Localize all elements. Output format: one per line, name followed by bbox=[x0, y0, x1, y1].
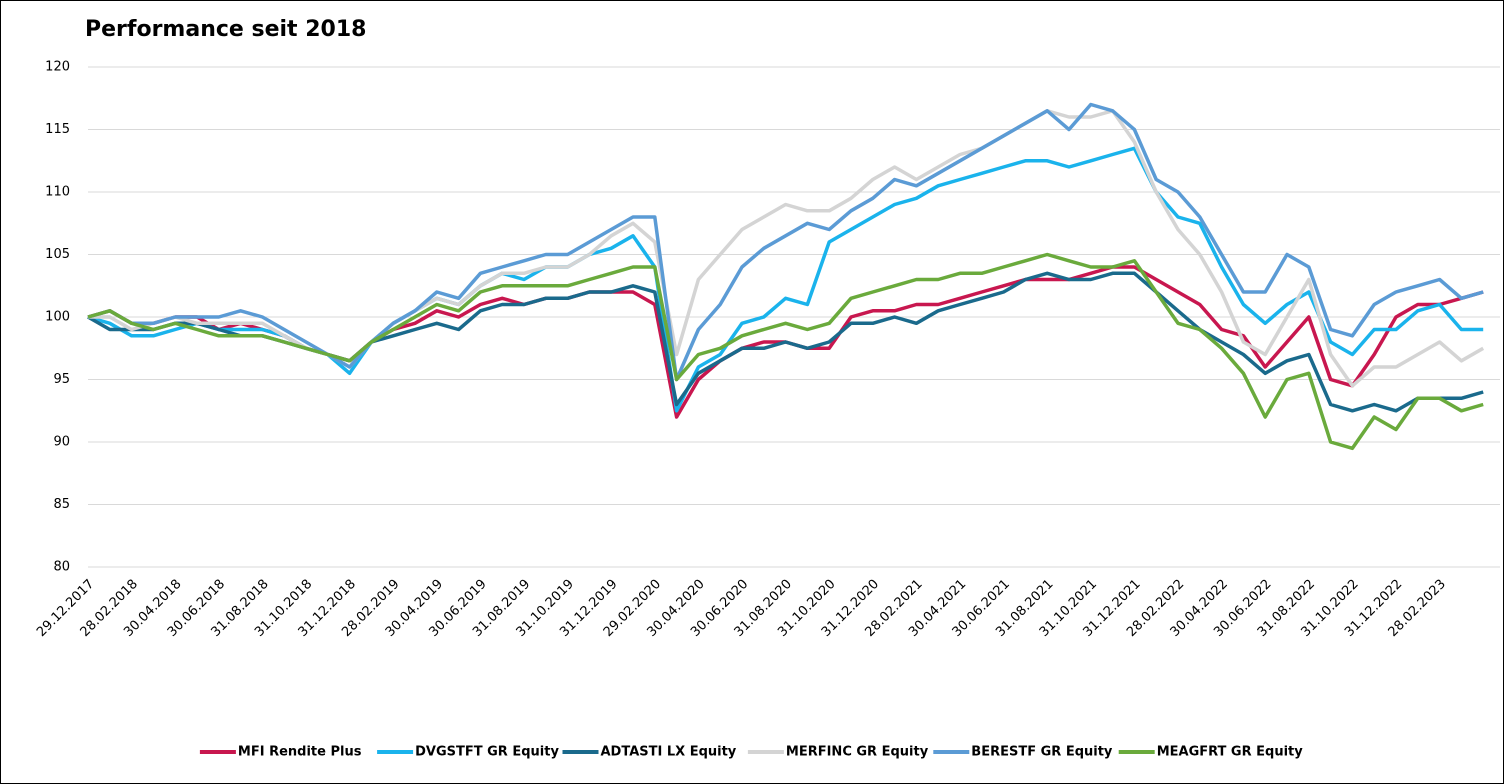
series-line bbox=[87, 102, 1484, 382]
y-tick-label: 95 bbox=[53, 372, 70, 387]
legend-label: ADTASTI LX Equity bbox=[601, 745, 737, 760]
legend-label: MEAGFRT GR Equity bbox=[1157, 745, 1304, 760]
y-tick-label: 115 bbox=[45, 122, 70, 137]
y-tick-label: 90 bbox=[53, 435, 70, 450]
y-tick-label: 80 bbox=[53, 560, 70, 575]
y-tick-label: 120 bbox=[45, 60, 70, 75]
y-tick-label: 85 bbox=[53, 497, 70, 512]
y-tick-label: 105 bbox=[45, 247, 70, 262]
legend-label: DVGSTFT GR Equity bbox=[415, 745, 559, 760]
legend-label: MERFINC GR Equity bbox=[786, 745, 929, 760]
legend: MFI Rendite Plus DVGSTFT GR Equity ADTASTI… bbox=[199, 745, 1304, 760]
legend-label: MFI Rendite Plus bbox=[238, 745, 362, 760]
y-tick-label: 110 bbox=[45, 185, 70, 200]
y-tick-label: 100 bbox=[45, 310, 70, 325]
series-line bbox=[87, 252, 1484, 451]
chart-title: Performance seit 2018 bbox=[85, 17, 366, 42]
legend-label: BERESTF GR Equity bbox=[971, 745, 1113, 760]
